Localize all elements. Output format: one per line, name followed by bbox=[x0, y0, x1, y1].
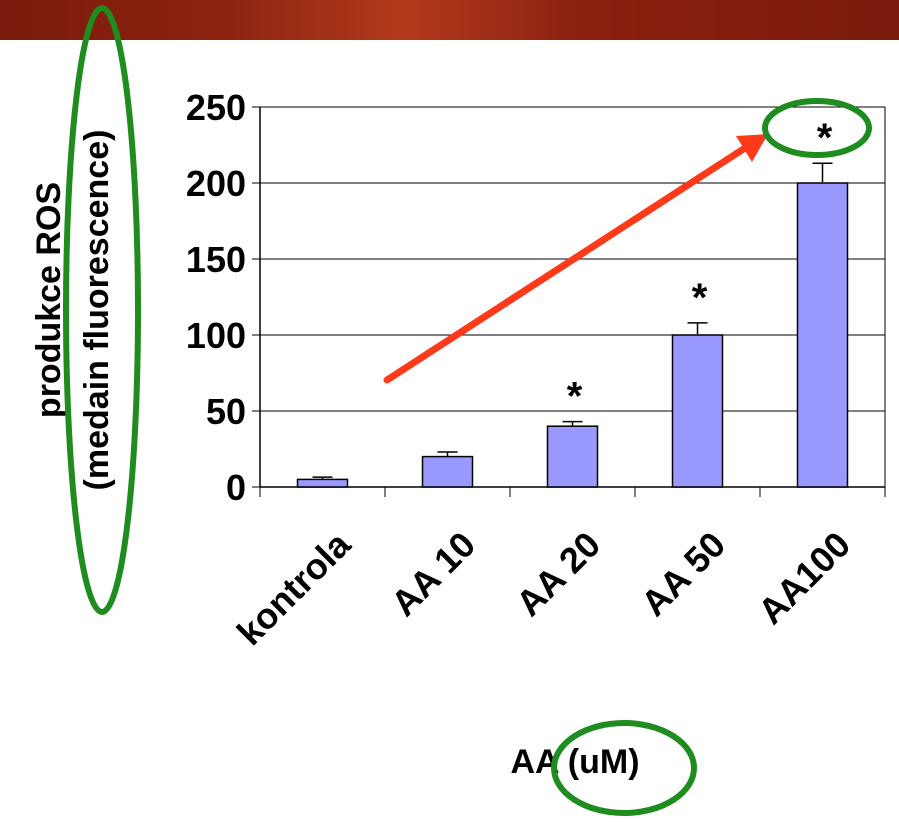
category-label-2: AA 20 bbox=[508, 524, 608, 624]
bar-4 bbox=[796, 182, 849, 488]
y-axis-title-line2: (medain fluorescence) bbox=[78, 130, 116, 491]
bar-2 bbox=[546, 425, 599, 488]
significance-mark-4: * bbox=[817, 116, 833, 160]
y-tick-label: 100 bbox=[186, 315, 246, 356]
y-tick-labels: 0 50 100 150 200 250 bbox=[186, 87, 246, 508]
x-tick-marks bbox=[259, 487, 886, 497]
y-tick-label: 250 bbox=[186, 87, 246, 128]
top-significance-highlight bbox=[762, 98, 872, 158]
significance-marks: * * * bbox=[567, 116, 833, 418]
x-axis-title: AA (uM) bbox=[510, 743, 639, 781]
bar-0 bbox=[296, 478, 349, 488]
significance-mark-3: * bbox=[692, 276, 708, 320]
unit-highlight bbox=[551, 720, 697, 816]
category-label-3: AA 50 bbox=[633, 524, 733, 624]
bars bbox=[296, 182, 849, 488]
error-bars bbox=[312, 162, 833, 480]
category-label-1: AA 10 bbox=[383, 524, 483, 624]
slide-header-band bbox=[0, 0, 899, 40]
y-tick-label: 50 bbox=[206, 391, 246, 432]
category-label-4: AA100 bbox=[750, 524, 858, 632]
trend-arrow bbox=[383, 134, 768, 384]
highlight-ellipses bbox=[63, 5, 872, 816]
significance-mark-2: * bbox=[567, 375, 583, 419]
category-label-0: kontrola bbox=[229, 523, 359, 653]
category-labels: kontrola AA 10 AA 20 AA 50 AA100 bbox=[229, 523, 858, 653]
trend-arrow-head bbox=[736, 134, 768, 162]
y-axis-title-highlight bbox=[63, 5, 141, 615]
y-tick-label: 200 bbox=[186, 163, 246, 204]
bar-3 bbox=[671, 334, 724, 488]
bar-1 bbox=[421, 455, 474, 488]
y-tick-label: 0 bbox=[226, 467, 246, 508]
y-tick-label: 150 bbox=[186, 239, 246, 280]
trend-arrow-shaft bbox=[383, 144, 749, 384]
y-axis-title-line1: produkce ROS bbox=[30, 182, 68, 418]
